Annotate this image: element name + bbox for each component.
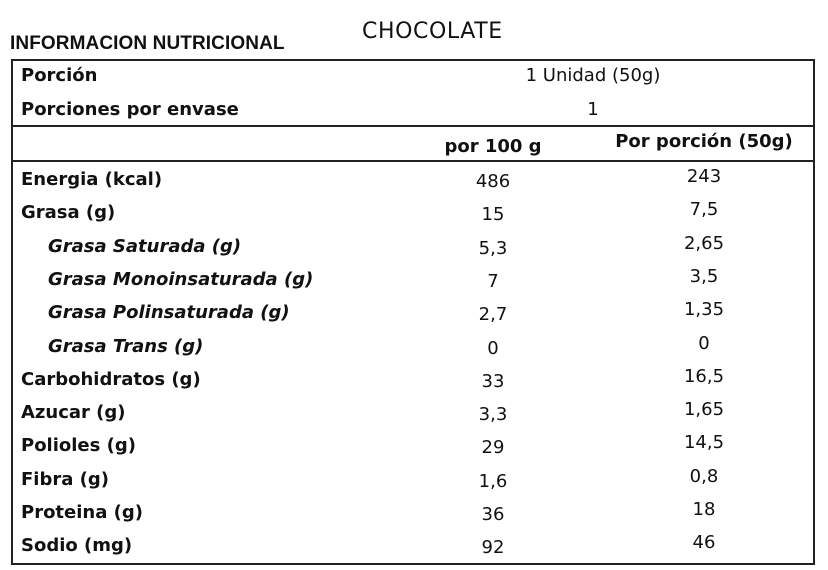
nutrient-label: Grasa Saturada (g) xyxy=(48,235,242,257)
nutrient-value-per-portion: 243 xyxy=(686,166,722,187)
nutrient-value-per-100g: 5,3 xyxy=(478,237,508,259)
nutrient-label: Grasa (g) xyxy=(21,202,116,224)
servings-label: Porciones por envase xyxy=(21,99,239,120)
nutrient-value-per-portion: 0 xyxy=(698,332,710,354)
nutrition-title: INFORMACION NUTRICIONAL xyxy=(10,33,285,54)
nutrient-value-per-100g: 486 xyxy=(475,171,511,192)
nutrient-value-per-portion: 0,8 xyxy=(689,465,719,487)
nutrient-label: Carbohidratos (g) xyxy=(21,368,201,390)
nutrient-value-per-portion: 2,65 xyxy=(683,232,725,254)
nutrient-value-per-100g: 7 xyxy=(487,270,499,292)
nutrient-label: Grasa Polinsaturada (g) xyxy=(48,302,290,324)
nutrient-label: Azucar (g) xyxy=(21,402,126,424)
nutrient-label: Grasa Monoinsaturada (g) xyxy=(48,268,314,290)
nutrient-value-per-100g: 36 xyxy=(481,504,505,525)
nutrient-value-per-100g: 29 xyxy=(481,437,505,459)
nutrient-value-per-100g: 15 xyxy=(481,204,505,226)
nutrient-value-per-100g: 92 xyxy=(481,537,505,559)
column-header-per-portion: Por porción (50g) xyxy=(615,131,793,152)
product-name: CHOCOLATE xyxy=(362,19,503,44)
nutrient-value-per-100g: 33 xyxy=(481,370,505,392)
nutrient-value-per-portion: 46 xyxy=(692,532,716,554)
nutrient-value-per-100g: 0 xyxy=(487,337,499,359)
nutrition-table: Porción 1 Unidad (50g) Porciones por env… xyxy=(11,59,815,565)
nutrient-value-per-100g: 2,7 xyxy=(478,304,508,326)
nutrient-value-per-portion: 18 xyxy=(692,499,716,520)
nutrient-value-per-100g: 3,3 xyxy=(478,404,508,426)
nutrient-value-per-portion: 7,5 xyxy=(689,199,719,221)
divider-header xyxy=(13,160,813,162)
nutrient-label: Sodio (mg) xyxy=(21,535,133,557)
nutrient-label: Energia (kcal) xyxy=(21,169,163,190)
nutrient-value-per-100g: 1,6 xyxy=(478,470,508,492)
nutrient-value-per-portion: 3,5 xyxy=(689,265,719,287)
nutrient-value-per-portion: 16,5 xyxy=(683,365,725,387)
nutrient-label: Proteina (g) xyxy=(21,502,143,523)
divider-serving xyxy=(13,125,813,127)
column-header-per-100g: por 100 g xyxy=(444,136,542,157)
servings-value: 1 xyxy=(587,99,599,120)
nutrient-label: Fibra (g) xyxy=(21,468,109,490)
portion-value: 1 Unidad (50g) xyxy=(525,65,661,86)
nutrient-label: Grasa Trans (g) xyxy=(48,335,204,357)
nutrient-value-per-portion: 1,35 xyxy=(683,299,725,321)
portion-label: Porción xyxy=(21,65,98,86)
nutrient-label: Polioles (g) xyxy=(21,435,136,457)
nutrient-value-per-portion: 1,65 xyxy=(683,399,725,421)
nutrient-value-per-portion: 14,5 xyxy=(683,432,725,454)
